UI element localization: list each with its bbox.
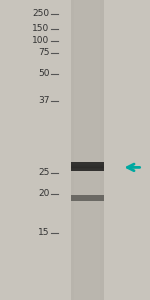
- Bar: [70, 162, 104, 163]
- Text: 25: 25: [38, 168, 50, 177]
- Text: 150: 150: [32, 24, 50, 33]
- Bar: [70, 162, 104, 163]
- Bar: [70, 163, 104, 164]
- Bar: [74, 0, 100, 300]
- Bar: [70, 167, 104, 168]
- Bar: [70, 168, 104, 169]
- Text: 250: 250: [32, 9, 50, 18]
- Bar: [70, 164, 104, 165]
- Bar: [70, 165, 104, 166]
- Text: 15: 15: [38, 228, 50, 237]
- Bar: [70, 169, 104, 170]
- Text: 37: 37: [38, 96, 50, 105]
- Bar: [70, 171, 104, 172]
- Bar: [70, 195, 104, 201]
- Bar: [70, 170, 104, 171]
- Bar: [70, 168, 104, 169]
- Bar: [70, 166, 104, 167]
- Text: 100: 100: [32, 36, 50, 45]
- Text: 75: 75: [38, 48, 50, 57]
- Bar: [70, 162, 104, 171]
- Text: 50: 50: [38, 69, 50, 78]
- Bar: [70, 0, 104, 300]
- Bar: [70, 163, 104, 164]
- Text: 20: 20: [38, 189, 50, 198]
- Bar: [70, 170, 104, 171]
- Bar: [70, 167, 104, 168]
